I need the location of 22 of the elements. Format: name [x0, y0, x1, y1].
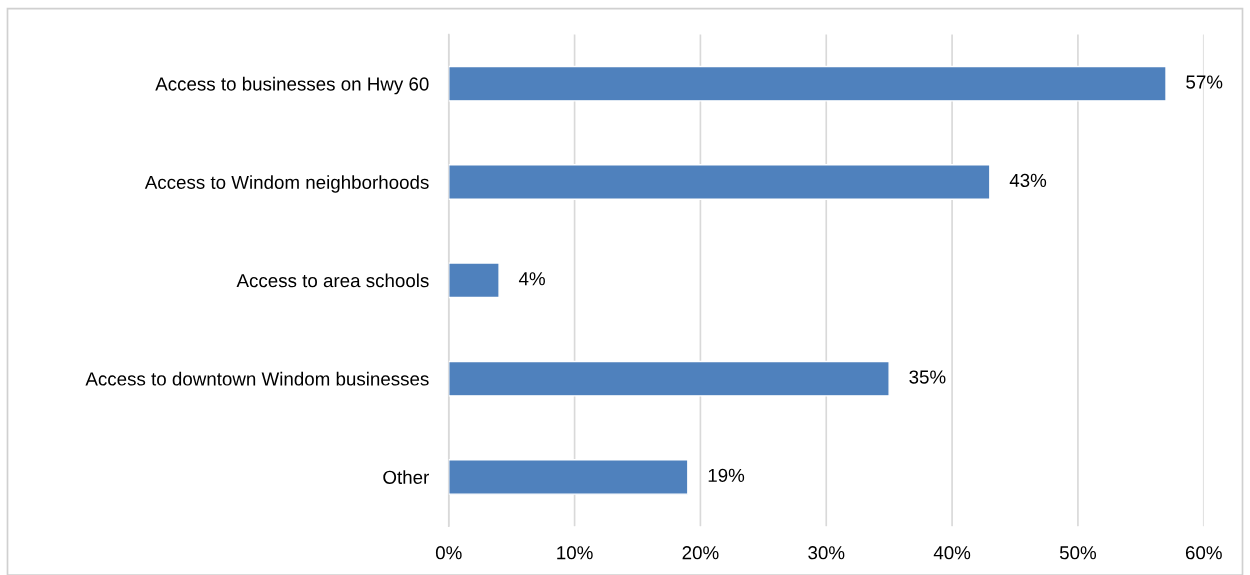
bar: [448, 459, 689, 495]
y-tick-label: Other: [383, 470, 429, 484]
data-label: 57%: [1186, 75, 1223, 89]
bar: [448, 360, 890, 397]
x-tick-label: 60%: [1185, 546, 1222, 560]
x-tick-label: 30%: [808, 546, 845, 560]
x-tick-label: 40%: [933, 546, 971, 560]
data-label: 43%: [1009, 173, 1047, 188]
y-tick-label: Access to businesses on Hwy 60: [155, 76, 429, 95]
y-tick-label: Access to Windom neighborhoods: [144, 175, 429, 193]
x-tick-label: 10%: [557, 546, 593, 560]
x-tick-label: 0%: [435, 546, 462, 560]
y-tick-label: Access to area schools: [236, 273, 429, 288]
data-label: 19%: [708, 468, 745, 482]
data-label: 35%: [909, 370, 946, 384]
x-tick-label: 20%: [682, 546, 719, 560]
bar: [448, 262, 500, 299]
bar: [448, 164, 991, 200]
data-label: 4%: [518, 272, 545, 286]
x-tick-label: 50%: [1059, 546, 1097, 560]
y-tick-label: Access to downtown Windom businesses: [85, 371, 429, 386]
bar: [448, 65, 1167, 102]
